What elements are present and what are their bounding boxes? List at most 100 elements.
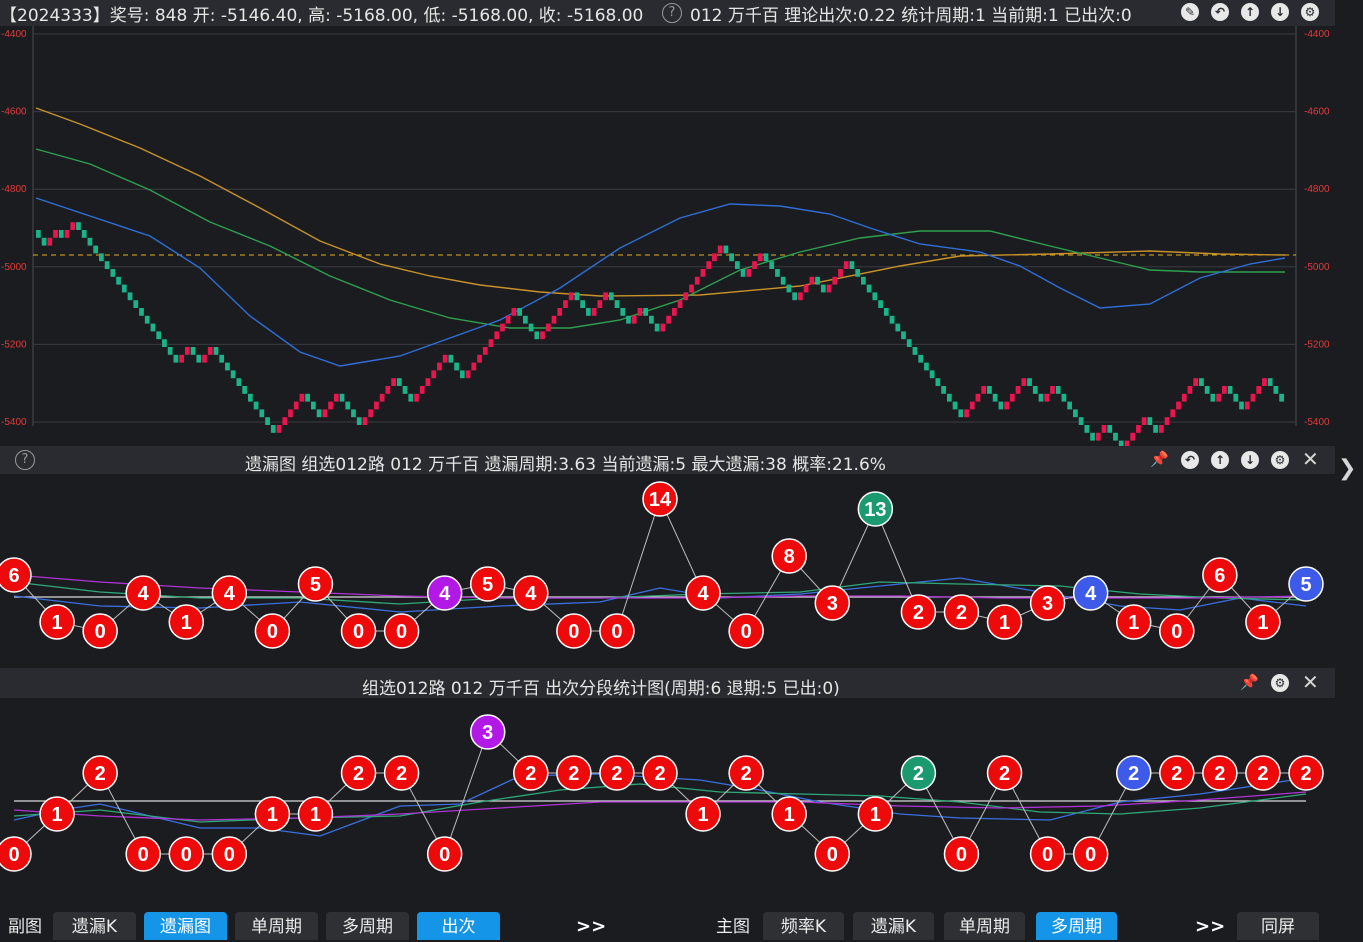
missing-ball-label: 4: [439, 583, 451, 605]
missing-ball-circle: [857, 491, 894, 527]
kline-brick: [70, 222, 76, 230]
segment-ball: 0: [814, 836, 851, 872]
tab-occurrence[interactable]: 出次: [417, 912, 500, 940]
tab-frequency-k[interactable]: 频率K: [763, 912, 844, 940]
y-tick-right: -4600: [1304, 107, 1330, 118]
settings-icon[interactable]: ⚙: [1271, 674, 1289, 692]
kline-brick: [184, 347, 190, 355]
kline-brick: [225, 362, 230, 371]
missing-ball-label: 6: [8, 565, 19, 587]
y-tick-left: -4800: [1, 184, 27, 195]
move-down-icon[interactable]: ↓: [1241, 451, 1259, 469]
kline-brick: [815, 276, 820, 285]
missing-ball: 1: [1245, 604, 1281, 640]
back-icon[interactable]: ↶: [1211, 3, 1229, 21]
kline-brick: [374, 401, 379, 410]
segment-ball-label: 2: [525, 763, 536, 785]
move-up-icon[interactable]: ↑: [1241, 3, 1259, 21]
edit-icon[interactable]: ✎: [1181, 3, 1199, 21]
segment-ball-label: 0: [138, 844, 149, 866]
expand-right-icon[interactable]: ❯: [1338, 456, 1357, 481]
segment-chart[interactable]: 0 1 2 0 0 0 1 1 2 2 0 3 2 2 2 2 1 2 1 0 1 2 0 2 0 0 2 2 2 2 2: [0, 698, 1335, 906]
pin-icon[interactable]: 📌: [1240, 673, 1259, 691]
kline-brick: [437, 362, 442, 371]
kline-brick: [734, 261, 740, 269]
kline-brick: [156, 331, 162, 340]
more-tabs-button[interactable]: >>: [576, 916, 607, 937]
missing-ball: 0: [383, 613, 420, 649]
missing-ball-circle: [383, 613, 420, 649]
segment-ball-label: 2: [654, 763, 665, 785]
missing-ball-circle: [943, 594, 980, 630]
segment-ball-label: 0: [1085, 844, 1096, 866]
segment-ball: 2: [1288, 755, 1324, 791]
segment-panel-header: 组选012路 012 万千百 出次分段统计图(周期:6 退期:5 已出:0) 📌…: [0, 668, 1335, 699]
missing-ball: 13: [857, 491, 894, 527]
same-screen-button[interactable]: 同屏: [1237, 912, 1319, 940]
move-down-icon[interactable]: ↓: [1271, 3, 1289, 21]
missing-ball: 8: [771, 538, 807, 574]
segment-ball-circle: [211, 836, 248, 872]
settings-icon[interactable]: ⚙: [1271, 451, 1289, 469]
kline-brick: [494, 331, 500, 340]
back-icon[interactable]: ↶: [1181, 451, 1199, 469]
tab-multi-period[interactable]: 多周期: [326, 912, 409, 940]
missing-ball-label: 8: [784, 546, 795, 568]
settings-icon[interactable]: ⚙: [1301, 3, 1319, 21]
missing-ball-circle: [211, 575, 248, 611]
segment-ball-label: 0: [181, 844, 192, 866]
kline-brick: [752, 261, 757, 269]
segment-ball-label: 2: [999, 763, 1010, 785]
tab-missing-k[interactable]: 遗漏K: [53, 912, 136, 940]
segment-ball: 2: [728, 755, 764, 791]
tab-single-period[interactable]: 单周期: [235, 912, 318, 940]
kline-brick: [81, 230, 87, 238]
kline-brick: [586, 308, 591, 316]
kline-brick: [649, 315, 654, 324]
missing-ball-circle: [728, 613, 764, 649]
tab-main-multi-period[interactable]: 多周期: [1036, 912, 1117, 940]
kline-brick: [614, 300, 620, 308]
missing-ball: 0: [1159, 613, 1195, 649]
kline-brick: [1227, 386, 1233, 394]
kline-brick: [706, 261, 712, 269]
missing-ball: 0: [254, 613, 291, 649]
kline-brick: [1090, 432, 1095, 441]
close-icon[interactable]: ✕: [1302, 670, 1319, 694]
missing-ball-label: 1: [52, 612, 63, 634]
main-chart-label: 主图: [716, 917, 750, 937]
missing-ball-label: 0: [396, 621, 407, 643]
kline-brick: [540, 331, 545, 340]
missing-ball: 4: [426, 575, 463, 611]
kline-brick: [551, 315, 557, 324]
kline-brick: [958, 409, 964, 418]
tab-main-single-period[interactable]: 单周期: [944, 912, 1025, 940]
help-icon[interactable]: ?: [662, 3, 682, 23]
kline-brick: [740, 269, 746, 277]
missing-ball-label: 4: [1085, 583, 1097, 605]
missing-ball: 0: [728, 613, 764, 649]
kline-brick: [855, 269, 861, 277]
segment-ball-circle: [986, 755, 1023, 791]
segment-ball-circle: [254, 796, 291, 832]
pin-icon[interactable]: 📌: [1150, 450, 1169, 468]
kline-brick: [660, 323, 666, 332]
tab-missing-chart[interactable]: 遗漏图: [144, 912, 227, 940]
segment-ball-label: 2: [396, 763, 407, 785]
more-main-tabs-button[interactable]: >>: [1195, 916, 1226, 937]
kline-brick: [838, 269, 843, 277]
help-icon[interactable]: ?: [15, 450, 35, 470]
move-up-icon[interactable]: ↑: [1211, 451, 1229, 469]
kline-brick: [351, 409, 356, 418]
kline-brick: [683, 292, 689, 301]
right-strip: [1335, 0, 1363, 906]
segment-ball-label: 2: [568, 763, 579, 785]
kline-chart[interactable]: -4400 -4400 -4600 -4600 -4800 -4800 -5000 -5000…: [0, 26, 1335, 446]
missing-ball: 4: [513, 575, 549, 611]
missing-ball-circle: [1159, 613, 1195, 649]
tab-main-missing-k[interactable]: 遗漏K: [853, 912, 934, 940]
close-icon[interactable]: ✕: [1302, 447, 1319, 471]
kline-brick: [872, 292, 878, 301]
kline-brick: [414, 393, 419, 402]
